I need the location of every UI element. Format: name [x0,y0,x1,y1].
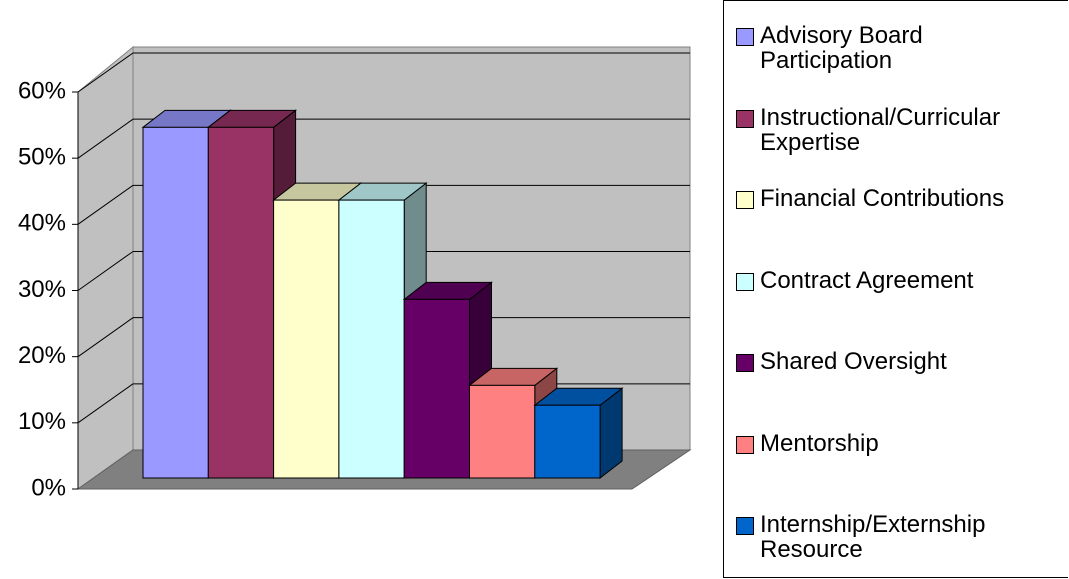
legend-item: Advisory Board Participation [736,23,1066,73]
legend-swatch [736,517,754,535]
legend-swatch [736,435,754,454]
y-tick-label: 50% [18,144,66,171]
bar [207,126,275,479]
legend-item: Instructional/Curricular Expertise [736,105,1066,155]
side-wall [77,45,134,490]
grid-line [77,184,134,225]
legend-swatch [736,28,754,46]
y-tick-label: 10% [18,408,66,435]
bar [338,199,405,479]
legend-label: Mentorship [760,429,879,457]
bar [142,126,209,479]
y-tick-label: 30% [18,276,66,303]
bar [469,384,536,479]
legend-swatch [736,272,754,291]
grid-line [77,383,134,424]
grid-line [77,317,134,358]
legend-label: Advisory Board Participation [760,22,923,74]
legend-label: Contract Agreement [760,266,974,294]
y-tick-label: 0% [31,474,66,501]
legend-label: Financial Contributions [760,185,1005,212]
y-tick-label: 20% [18,342,66,369]
legend-item: Shared Oversight [736,349,1066,374]
y-tick-label: 60% [18,77,66,104]
legend-swatch [736,191,754,209]
y-tick-label: 40% [18,210,66,237]
legend-swatch [736,354,754,372]
grid-line [77,251,134,291]
legend-item: Financial Contributions [736,186,1066,211]
legend-label: Internship/Externship Resource [760,511,986,563]
bar [403,298,471,479]
legend-item: Internship/Externship Resource [736,512,1066,562]
grid-line [77,52,134,93]
legend-label: Shared Oversight [760,348,947,375]
chart: 0% 10% 20% 30% 40% 50% 60% [18,45,692,501]
bar [534,404,601,479]
legend-item: Mentorship [736,431,1066,456]
bar [273,199,340,479]
legend: Advisory Board Participation Instructiona… [723,0,1068,578]
legend-swatch [736,109,754,128]
legend-label: Instructional/Curricular Expertise [760,103,1001,156]
legend-item: Contract Agreement [736,268,1066,293]
grid-line [77,118,134,159]
